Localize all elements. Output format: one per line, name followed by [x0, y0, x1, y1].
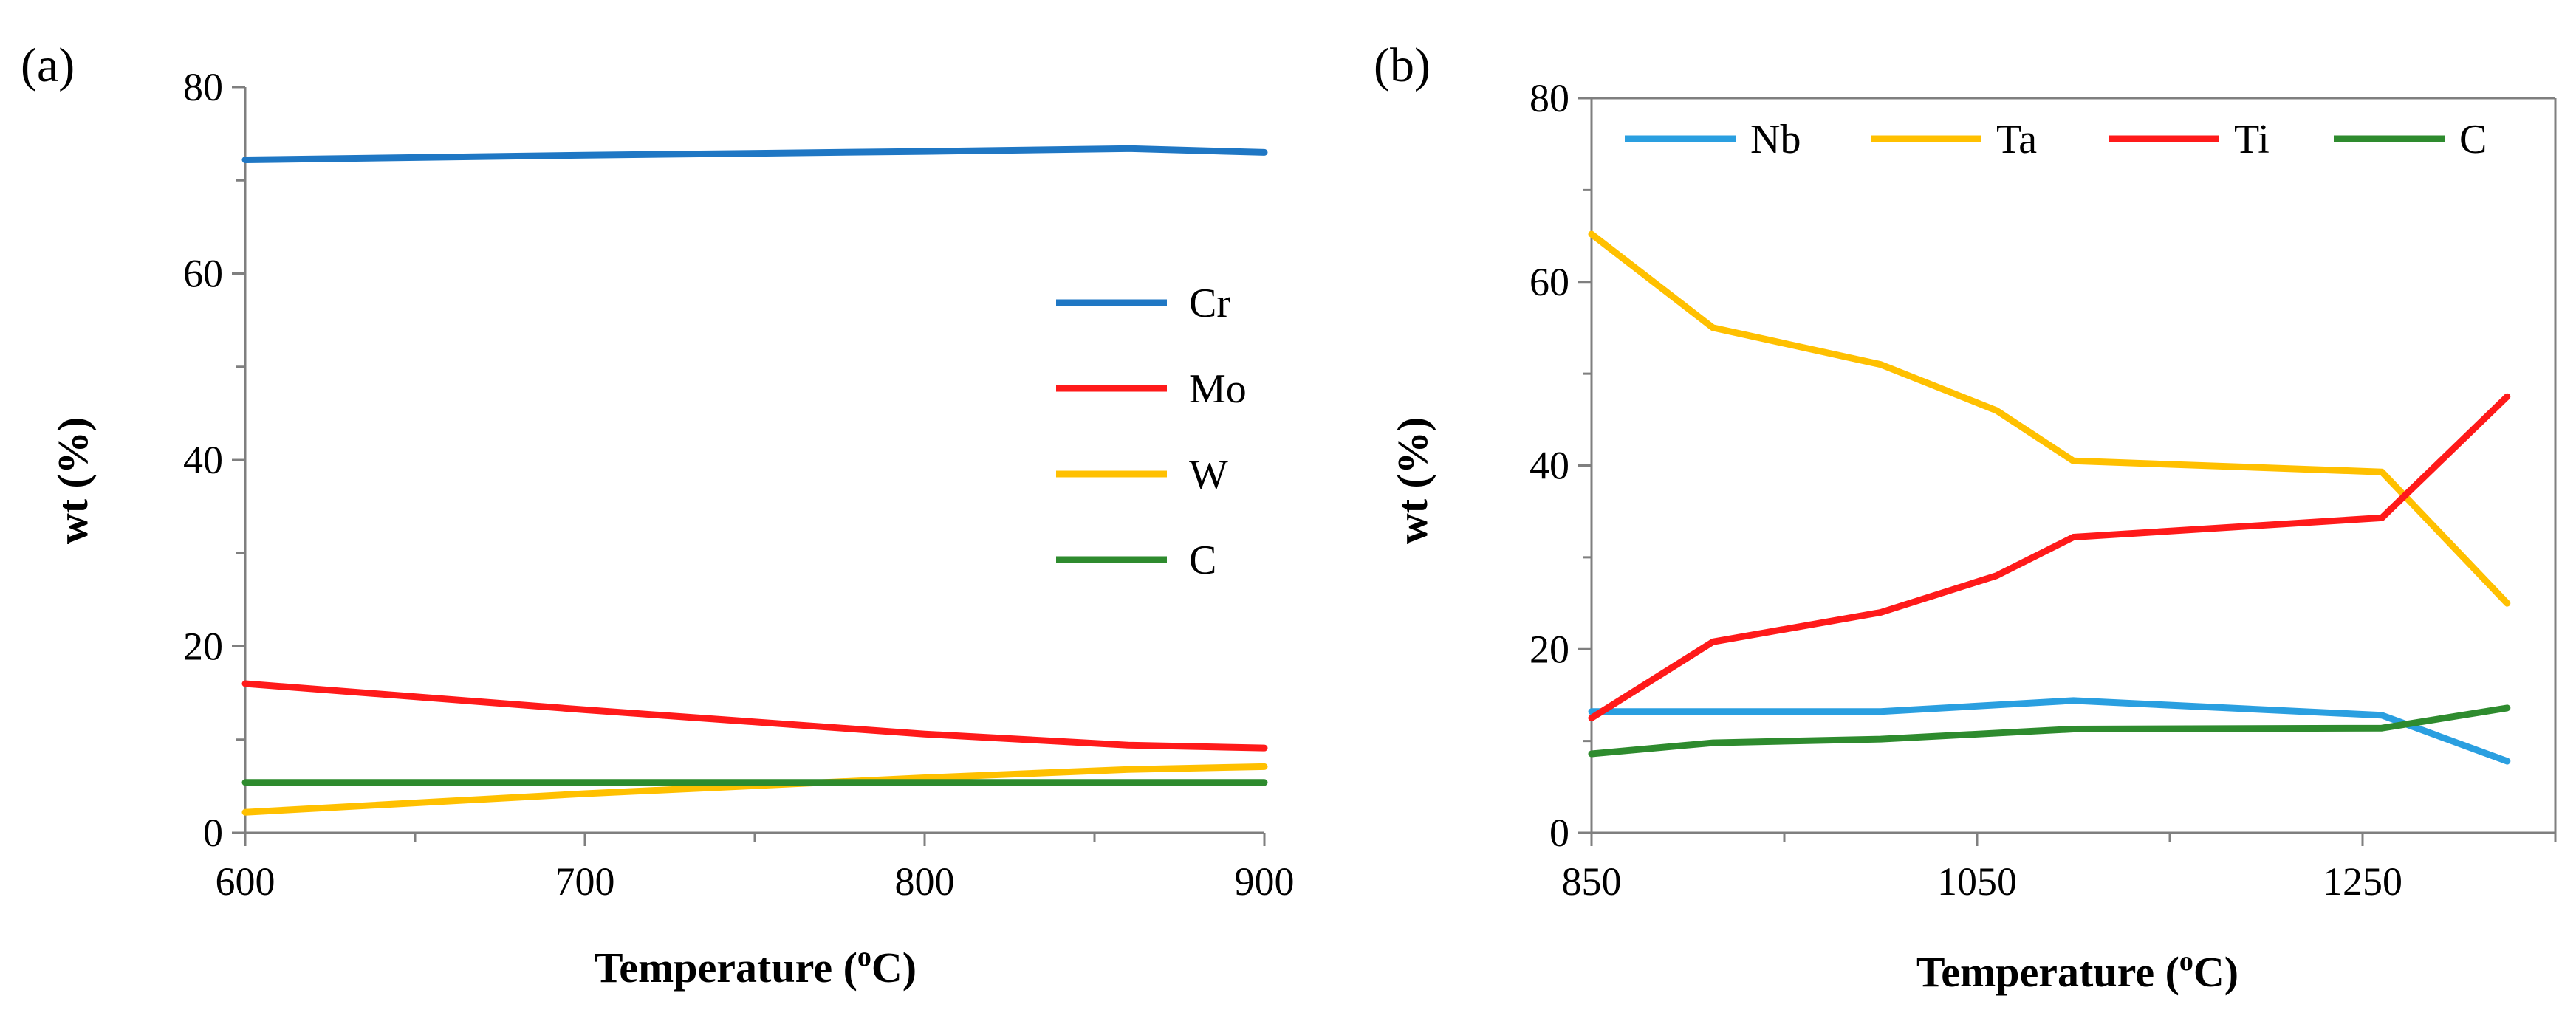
panel-b-series-c-line: [1588, 704, 2511, 758]
panel-b-x-tick-label: 1250: [2323, 859, 2402, 904]
panel-a-label: (a): [21, 38, 75, 92]
panel-b-plot-area: 0 20 40 60 80 850 1050 1250 Nb Ta Ti C: [1530, 76, 2557, 904]
panel-b-legend-label-nb: Nb: [1750, 117, 1801, 162]
panel-b-x-tick-label: 1050: [1937, 859, 2017, 904]
panel-a-chart: (a) 0 20 40 60 80 600 700 800 900 Cr Mo WC wt (%) T…: [21, 38, 1295, 992]
panel-a-legend-label-w: W: [1189, 452, 1228, 498]
panel-a-y-tick-label: 20: [183, 625, 223, 669]
panel-a-plot-area: 0 20 40 60 80 600 700 800 900 Cr Mo WC: [183, 65, 1295, 904]
panel-b-chart: (b) 0 20 40 60 80 850 1050 1250 Nb Ta Ti C wt (%) T…: [1374, 38, 2557, 996]
panel-b-legend-label-ti: Ti: [2234, 117, 2270, 162]
panel-a-x-axis-title: Temperature (oC): [595, 941, 917, 992]
panel-a-y-tick-label: 40: [183, 438, 223, 482]
panel-a-y-axis-title: wt (%): [49, 417, 97, 544]
panel-b-legend-label-c: C: [2459, 117, 2487, 162]
panel-b-series-ta-line: [1588, 230, 2511, 607]
panel-a-y-tick-label: 60: [183, 252, 223, 296]
panel-b-series-ti-line: [1588, 393, 2511, 721]
panel-a-x-tick-label: 800: [895, 859, 955, 904]
panel-a-legend-label-cr: Cr: [1189, 281, 1230, 326]
panel-a-series-w-line: [242, 763, 1268, 816]
panel-a-x-tick-label: 700: [555, 859, 615, 904]
panel-b-y-tick-label: 80: [1530, 76, 1569, 120]
panel-a-legend-label-mo: Mo: [1189, 366, 1247, 412]
panel-b-y-tick-label: 20: [1530, 627, 1569, 671]
panel-a-x-tick-label: 900: [1235, 859, 1295, 904]
panel-a-series-cr-line: [242, 145, 1268, 163]
panel-b-x-axis-title: Temperature (oC): [1916, 946, 2238, 996]
panel-a-legend-label-c: C: [1189, 537, 1216, 583]
panel-b-x-tick-label: 850: [1562, 859, 1622, 904]
panel-b-y-tick-label: 0: [1549, 811, 1569, 855]
panel-a-x-tick-label: 600: [216, 859, 275, 904]
panel-a-y-tick-label: 0: [203, 811, 223, 855]
panel-b-y-axis-title: wt (%): [1388, 417, 1436, 544]
panel-b-y-tick-label: 40: [1530, 444, 1569, 488]
panel-b-legend: Nb Ta Ti C: [1625, 117, 2487, 162]
panel-b-label: (b): [1374, 38, 1431, 92]
panel-b-y-tick-label: 60: [1530, 260, 1569, 304]
panel-b-legend-label-ta: Ta: [1996, 117, 2037, 162]
panel-a-series-mo-line: [242, 680, 1268, 752]
panel-a-y-tick-label: 80: [183, 65, 223, 109]
panel-a-legend: Cr Mo WC: [1056, 281, 1247, 583]
